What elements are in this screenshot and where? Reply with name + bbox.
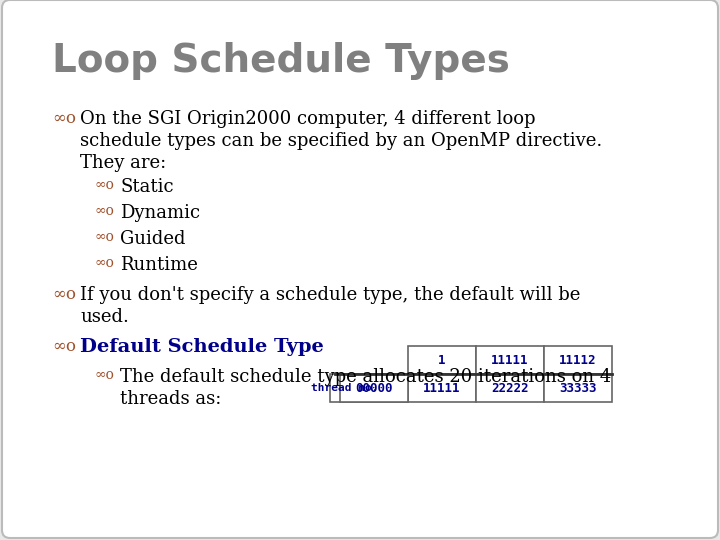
Bar <box>476 346 544 374</box>
Bar <box>544 346 612 374</box>
Text: ∞ο: ∞ο <box>52 110 76 127</box>
Text: Runtime: Runtime <box>120 256 198 274</box>
Text: schedule types can be specified by an OpenMP directive.: schedule types can be specified by an Op… <box>80 132 602 150</box>
Bar <box>476 374 544 402</box>
Text: Dynamic: Dynamic <box>120 204 200 222</box>
Text: 1: 1 <box>438 354 446 367</box>
Text: If you don't specify a schedule type, the default will be: If you don't specify a schedule type, th… <box>80 286 580 304</box>
Text: 11112: 11112 <box>559 354 597 367</box>
Text: 33333: 33333 <box>559 381 597 395</box>
Bar <box>408 374 476 402</box>
Text: 11111: 11111 <box>491 354 528 367</box>
Text: thread no.: thread no. <box>311 383 379 393</box>
Text: 11111: 11111 <box>423 381 461 395</box>
Text: Default Schedule Type: Default Schedule Type <box>80 338 324 356</box>
Text: ∞ο: ∞ο <box>52 286 76 303</box>
Text: 00000: 00000 <box>355 381 392 395</box>
Text: Loop Schedule Types: Loop Schedule Types <box>52 42 510 80</box>
Text: ∞ο: ∞ο <box>95 178 115 192</box>
Text: The default schedule type allocates 20 iterations on 4: The default schedule type allocates 20 i… <box>120 368 611 386</box>
Text: used.: used. <box>80 308 129 326</box>
Text: ∞ο: ∞ο <box>52 338 76 355</box>
Text: On the SGI Origin2000 computer, 4 different loop: On the SGI Origin2000 computer, 4 differ… <box>80 110 536 128</box>
Text: Guided: Guided <box>120 230 186 248</box>
Text: Static: Static <box>120 178 174 196</box>
Text: ∞ο: ∞ο <box>95 256 115 270</box>
Text: ∞ο: ∞ο <box>95 230 115 244</box>
Bar <box>544 374 612 402</box>
Bar <box>408 346 476 374</box>
Text: They are:: They are: <box>80 154 166 172</box>
Text: ∞ο: ∞ο <box>95 204 115 218</box>
Bar <box>340 374 408 402</box>
Text: 22222: 22222 <box>491 381 528 395</box>
Bar <box>330 374 408 402</box>
Text: threads as:: threads as: <box>120 390 221 408</box>
Text: ∞ο: ∞ο <box>95 368 115 382</box>
